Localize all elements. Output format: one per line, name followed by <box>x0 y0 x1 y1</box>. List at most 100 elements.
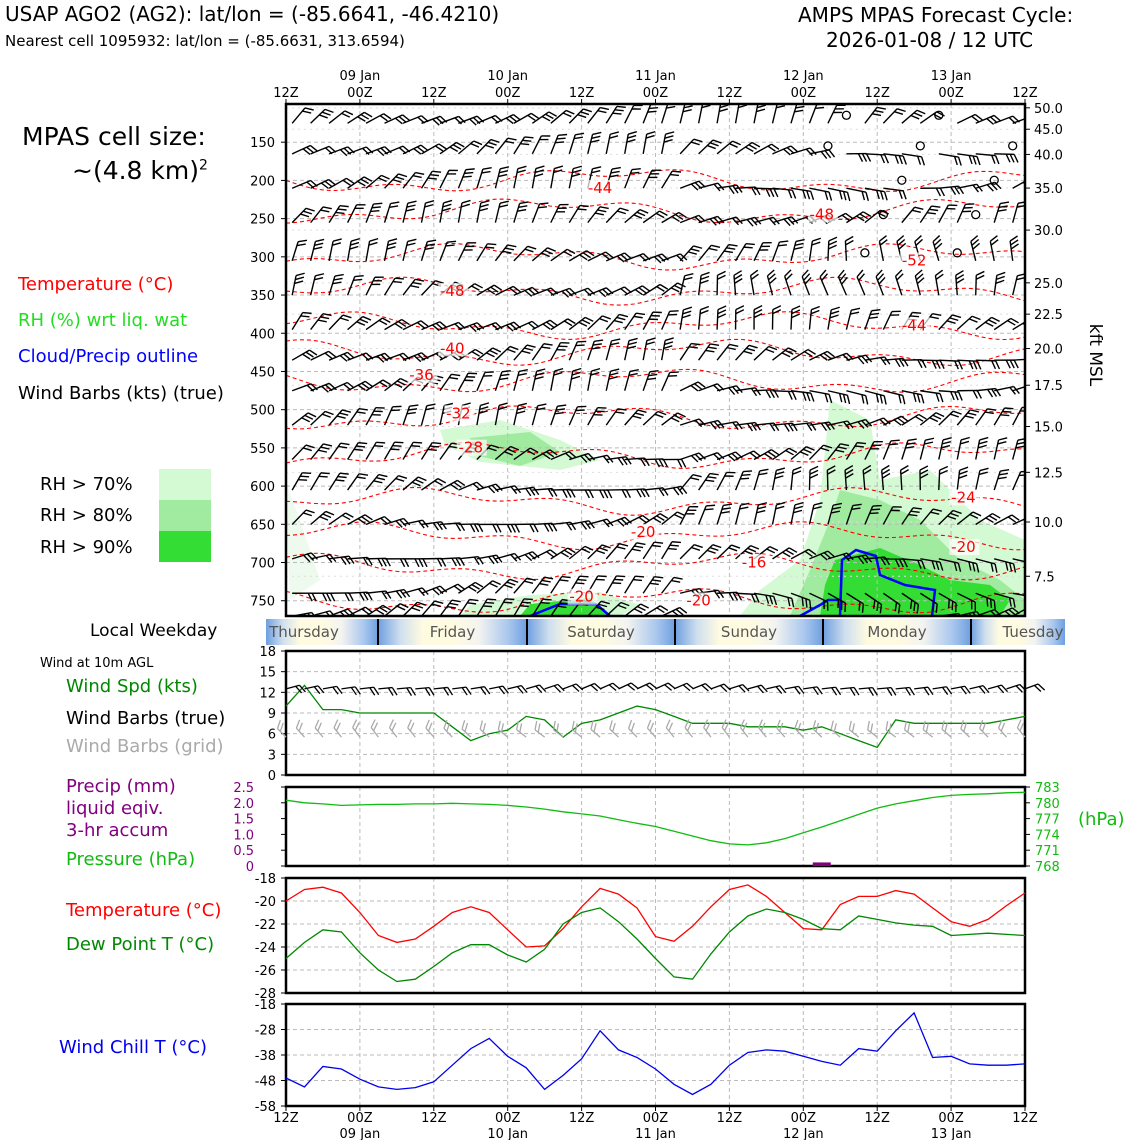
wind-barb <box>550 341 570 361</box>
panel-tick-label: -18 <box>255 872 276 887</box>
wind-barb <box>309 273 325 296</box>
wind-barb <box>957 558 980 573</box>
wind-barb <box>642 410 667 426</box>
wind-barb <box>790 305 801 330</box>
isotherm-label-bg <box>684 592 715 609</box>
wind-barb <box>458 581 484 594</box>
wind-barb <box>901 507 922 525</box>
wind-barb <box>568 316 594 331</box>
wind-barb <box>735 141 761 155</box>
wind-barb <box>661 412 686 426</box>
wind-barb <box>993 514 1020 526</box>
wind-barb <box>698 544 722 560</box>
wind-barb <box>784 269 793 296</box>
grid-wind-barb <box>776 719 786 738</box>
grid-wind-barb <box>461 720 472 738</box>
wind-barb <box>347 514 373 526</box>
wind-barb <box>934 269 944 296</box>
wind-barb <box>587 251 614 262</box>
precip-tick-label: 2.0 <box>233 797 254 812</box>
wind-barb <box>291 144 318 155</box>
wind-barb <box>365 604 391 616</box>
wind-barb <box>975 270 985 296</box>
wind-barb <box>569 520 595 530</box>
calm-wind-circle <box>915 141 925 151</box>
wind-barb <box>771 467 786 491</box>
wind-barb <box>531 449 558 461</box>
wind-barb <box>938 314 962 331</box>
surface-wind-barb <box>914 686 934 696</box>
wind-barb <box>624 130 638 154</box>
wind-barb <box>550 488 576 498</box>
isotherm-line <box>286 368 1025 393</box>
wind-barb <box>679 505 699 525</box>
wind-barb <box>606 489 631 499</box>
top-time-tick-label: 12Z <box>717 86 743 101</box>
isotherm-label-bg <box>444 405 475 422</box>
surface-wind-barb <box>969 685 990 694</box>
legend-cloud-outline: Cloud/Precip outline <box>18 346 199 367</box>
wind-barb <box>494 244 517 262</box>
isotherm-label-bg <box>949 489 980 506</box>
cell-size-title: MPAS cell size: <box>22 122 206 151</box>
forecast-cycle-date: 2026-01-08 / 12 UTC <box>826 28 1034 52</box>
wind-barb <box>790 238 805 262</box>
wind-barb <box>365 202 383 223</box>
wind-barb <box>772 145 799 156</box>
wind-barb <box>624 514 651 526</box>
height-tick-label: 17.5 <box>1034 379 1063 394</box>
surface-wind-barb <box>489 685 509 695</box>
wind-barb <box>310 206 332 224</box>
cell-size-value: ~(4.8 km)2 <box>72 156 208 185</box>
wind-barb <box>365 352 392 363</box>
wind-barb <box>716 243 738 262</box>
wind-barb <box>494 200 509 223</box>
isotherm-label: -16 <box>742 553 767 571</box>
wind-barb <box>734 470 753 491</box>
wind-barb <box>457 199 471 223</box>
wind-barb <box>901 109 926 124</box>
wind-barb <box>420 441 442 460</box>
pressure-tick-label: 350 <box>250 289 275 304</box>
wind-barb <box>790 390 815 402</box>
wind-barb <box>790 466 802 491</box>
isotherm-line <box>286 198 1025 224</box>
weekday-shade <box>527 619 601 645</box>
grid-wind-barb <box>903 720 915 738</box>
wind-barb <box>864 390 887 405</box>
wind-barb <box>827 104 846 124</box>
wind-barb <box>735 216 762 227</box>
wind-barb <box>993 201 1010 223</box>
wind-barb <box>819 269 829 296</box>
grid-wind-barb <box>388 719 398 738</box>
height-tick-label: 10.0 <box>1034 516 1063 531</box>
wind-barb <box>550 451 577 461</box>
wind-barb <box>790 446 815 461</box>
top-time-tick-label: 12Z <box>273 86 299 101</box>
wind-barb <box>679 104 694 124</box>
isotherm-line <box>286 242 1025 271</box>
wind-barb <box>882 108 906 124</box>
wind-barb <box>771 305 782 330</box>
wind-barb <box>494 137 517 155</box>
wind-barb <box>531 403 547 426</box>
wind-barb <box>365 379 391 392</box>
wind-barb <box>605 338 621 361</box>
wind-barb <box>328 409 352 426</box>
panel-tick-label: 18 <box>259 645 276 660</box>
wind-barb <box>402 320 429 331</box>
precip-bar <box>812 862 831 866</box>
isotherm-label: -20 <box>686 592 711 610</box>
calm-wind-circle <box>989 175 999 185</box>
wind-barb <box>993 468 1010 491</box>
wind-barb <box>938 592 957 613</box>
isotherm-line <box>286 338 1025 367</box>
grid-wind-barb <box>979 719 989 738</box>
wind-barb <box>550 598 571 616</box>
wind-barb <box>457 168 475 189</box>
panel-tick-label: -20 <box>255 895 276 910</box>
wind-barb <box>531 165 545 189</box>
wind-barb <box>698 472 719 491</box>
wind-barb <box>753 345 778 361</box>
wind-barb <box>864 106 886 124</box>
